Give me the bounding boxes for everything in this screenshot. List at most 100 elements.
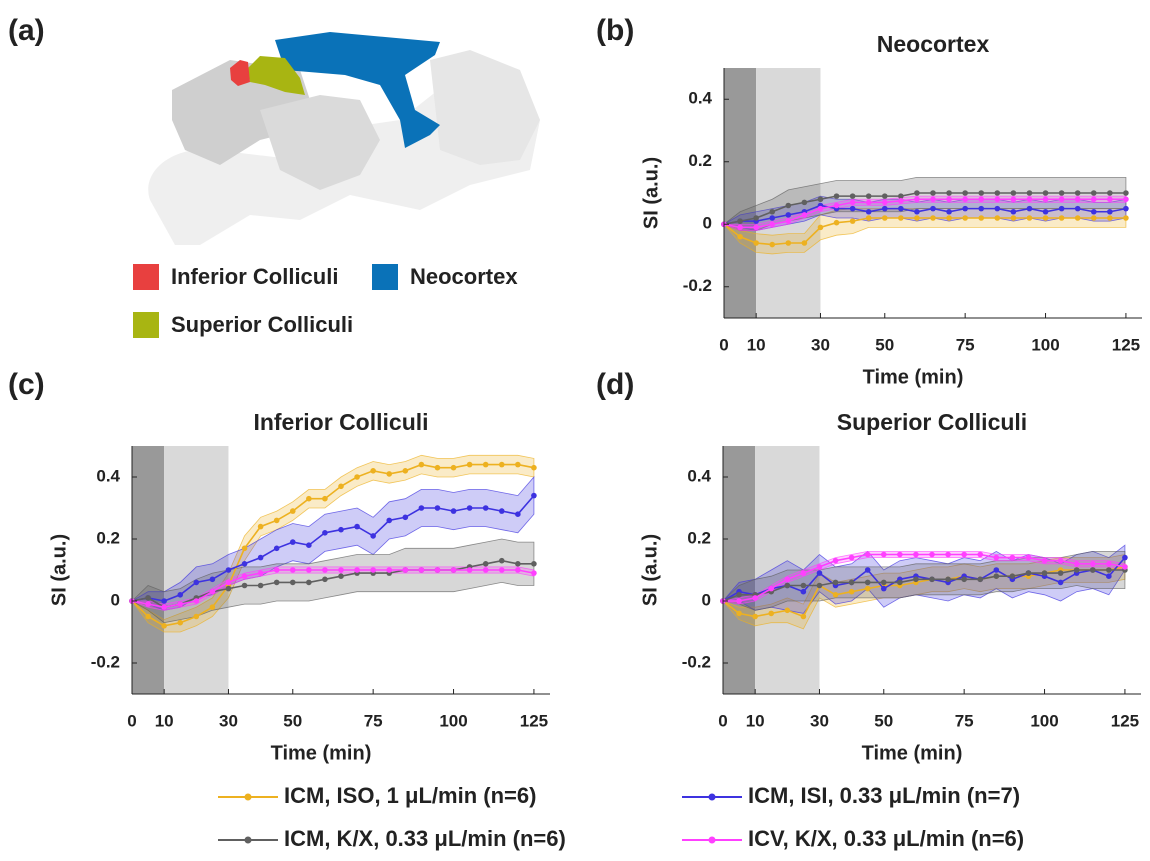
data-point [1026, 205, 1033, 212]
data-point [800, 582, 807, 589]
data-point [914, 215, 920, 221]
data-point [1010, 190, 1017, 196]
data-point [897, 579, 903, 586]
shaded-span [164, 446, 229, 694]
data-point [994, 215, 1001, 221]
data-point [864, 579, 871, 586]
y-tick-label: 0.2 [687, 528, 711, 547]
data-point [273, 579, 280, 586]
data-point [1042, 208, 1049, 215]
x-tick-label: 75 [956, 335, 975, 354]
y-axis-label: SI (a.u.) [640, 157, 662, 229]
data-point [993, 573, 1000, 579]
data-point [946, 215, 952, 221]
data-point [482, 567, 489, 573]
data-point [897, 551, 903, 558]
data-point [241, 561, 248, 567]
data-point [785, 240, 792, 246]
data-point [1122, 554, 1128, 561]
data-point [531, 492, 537, 499]
data-point [753, 215, 759, 221]
panel-label: (c) [8, 368, 45, 401]
data-point [1089, 561, 1096, 567]
data-point [531, 561, 537, 567]
data-point [752, 595, 758, 601]
data-point [209, 604, 216, 610]
data-point [515, 561, 521, 567]
data-point [1107, 215, 1113, 221]
data-point [1058, 215, 1065, 221]
data-point [1074, 196, 1081, 203]
legend-marker [708, 836, 716, 844]
data-point [161, 598, 167, 604]
x-tick-label: 50 [874, 711, 893, 730]
data-point [322, 576, 328, 583]
data-point [1090, 190, 1097, 196]
data-point [849, 193, 856, 199]
data-point [289, 508, 296, 514]
data-point [257, 554, 264, 561]
data-point [273, 545, 280, 552]
data-point [1090, 208, 1097, 215]
data-point [338, 567, 344, 573]
data-point [849, 199, 856, 206]
data-point [354, 567, 360, 573]
x-tick-label: 125 [1111, 711, 1139, 730]
data-point [929, 551, 935, 558]
data-point [736, 598, 742, 604]
data-point [737, 218, 743, 224]
data-point [880, 579, 887, 586]
y-tick-label: -0.2 [91, 652, 120, 671]
data-point [1010, 196, 1017, 203]
data-point [914, 208, 920, 215]
data-point [736, 592, 742, 598]
data-point [880, 551, 887, 558]
data-point [801, 199, 808, 206]
data-point [498, 567, 505, 573]
data-point [466, 505, 473, 511]
data-point [209, 588, 216, 595]
x-tick-label: 10 [747, 335, 766, 354]
data-point [482, 561, 489, 567]
data-point [1041, 557, 1048, 564]
data-point [241, 573, 248, 579]
x-tick-label: 100 [1030, 711, 1058, 730]
superior-colliculi-region [248, 56, 305, 95]
data-point [1042, 215, 1049, 221]
data-point [832, 557, 839, 564]
data-point [978, 190, 985, 196]
brain-region [260, 95, 380, 190]
data-point [769, 215, 776, 221]
data-point [450, 567, 457, 573]
data-point [161, 604, 167, 610]
legend-label: ICM, ISO, 1 μL/min (n=6) [284, 783, 536, 808]
data-point [193, 579, 200, 586]
data-point [945, 551, 951, 558]
data-point [961, 551, 967, 558]
data-point [768, 610, 775, 617]
legend-label: ICM, K/X, 0.33 μL/min (n=6) [284, 826, 566, 851]
data-point [785, 212, 792, 218]
x-tick-label: 50 [875, 335, 894, 354]
data-point [177, 619, 184, 626]
neocortex-region [275, 32, 440, 148]
y-tick-label: -0.2 [682, 652, 711, 671]
data-point [1123, 196, 1129, 203]
data-point [849, 218, 856, 224]
data-point [338, 573, 344, 579]
data-point [434, 505, 441, 511]
data-point [1106, 573, 1112, 579]
x-tick-label: 0 [718, 711, 727, 730]
data-point [418, 567, 425, 573]
data-point [848, 579, 855, 586]
data-point [418, 461, 425, 468]
data-point [354, 523, 360, 530]
data-point [289, 579, 296, 586]
data-point [193, 613, 200, 620]
data-point [1042, 196, 1049, 203]
data-point [177, 592, 184, 598]
data-point [946, 190, 952, 196]
x-axis-label: Time (min) [862, 742, 963, 764]
data-point [257, 523, 264, 530]
